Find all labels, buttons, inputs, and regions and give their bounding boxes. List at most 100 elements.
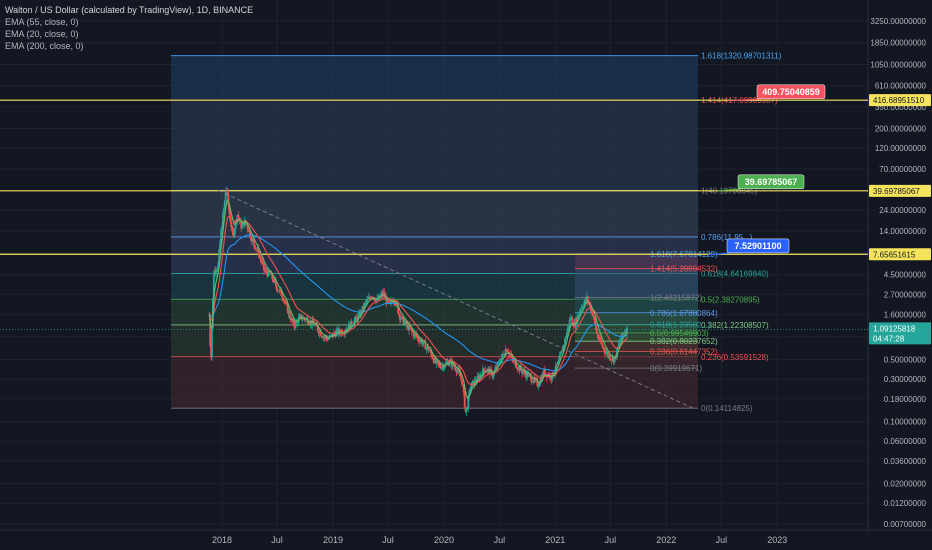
candle-body xyxy=(217,262,220,268)
candle-body xyxy=(513,360,515,362)
candle-body xyxy=(617,346,619,349)
candle-body xyxy=(413,333,416,337)
candle-body xyxy=(369,297,372,299)
candle-body xyxy=(319,331,322,336)
candle-body xyxy=(469,389,472,391)
candle-body xyxy=(600,342,603,344)
indicator-ema20[interactable]: EMA (20, close, 0) xyxy=(5,29,79,39)
candle-body xyxy=(309,320,312,325)
candle-body xyxy=(439,363,441,367)
candle-body xyxy=(405,320,408,325)
candle-body xyxy=(536,380,539,387)
candle-body xyxy=(522,371,524,374)
candle-body xyxy=(556,361,559,365)
candle-body xyxy=(387,298,389,302)
candle-body xyxy=(602,346,605,348)
candle-body xyxy=(583,302,586,307)
callout-label: 39.69785067 xyxy=(745,177,798,187)
candle-body xyxy=(451,362,454,367)
candle-body xyxy=(289,316,292,321)
candle-body xyxy=(236,214,239,221)
candle-body xyxy=(540,378,543,382)
candle-body xyxy=(287,311,290,314)
candle-body xyxy=(261,261,264,263)
candle-body xyxy=(409,325,411,329)
candle-body xyxy=(613,358,616,363)
fib-level-large-label: 0.236(0.53591528) xyxy=(701,353,769,362)
candle-body xyxy=(427,346,430,351)
candle-body xyxy=(372,297,375,299)
last-price-tag xyxy=(869,322,931,345)
candle-body xyxy=(443,366,446,369)
candle-body xyxy=(397,305,399,314)
candle-body xyxy=(461,384,464,386)
candle-body xyxy=(226,189,229,194)
candle-body xyxy=(581,307,584,308)
candle-body xyxy=(462,385,465,393)
candle-body xyxy=(215,269,218,273)
candle-body xyxy=(561,350,564,352)
candle-body xyxy=(353,320,356,325)
candle-body xyxy=(517,366,520,370)
y-tick-label: 0.06000000 xyxy=(884,437,927,446)
y-tick-label: 0.01200000 xyxy=(884,499,927,508)
candle-body xyxy=(455,370,458,373)
candle-body xyxy=(526,372,529,377)
candle-body xyxy=(515,367,518,369)
candle-body xyxy=(231,226,233,228)
candle-body xyxy=(596,329,598,334)
y-tick-label: 24.00000000 xyxy=(879,206,926,215)
y-tick-label: 200.00000000 xyxy=(875,124,927,133)
candle-body xyxy=(520,366,523,371)
candle-body xyxy=(518,366,521,371)
candle-body xyxy=(258,255,261,257)
candle-body xyxy=(248,231,251,233)
candle-body xyxy=(329,335,332,337)
candle-body xyxy=(599,337,602,343)
fib-level-large-label: 0.382(1.22308507) xyxy=(701,321,769,330)
indicator-ema55[interactable]: EMA (55, close, 0) xyxy=(5,17,79,27)
candle-body xyxy=(430,349,432,354)
candle-body xyxy=(565,332,568,338)
candle-body xyxy=(382,291,385,295)
candle-body xyxy=(363,303,366,309)
candle-body xyxy=(284,300,286,303)
candle-body xyxy=(281,295,284,298)
candle-body xyxy=(516,368,519,370)
symbol-title[interactable]: Walton / US Dollar (calculated by Tradin… xyxy=(5,5,254,15)
candle-body xyxy=(282,297,285,301)
candle-body xyxy=(577,314,580,316)
candle-body xyxy=(594,318,597,324)
callout-box xyxy=(756,84,826,100)
horizontal-level-tag-label: 39.69785067 xyxy=(873,187,920,196)
candle-body xyxy=(454,367,457,371)
candle-body xyxy=(506,350,509,352)
candle-body xyxy=(233,228,236,236)
candle-body xyxy=(419,340,421,342)
candle-body xyxy=(609,359,612,361)
candle-body xyxy=(486,368,489,371)
y-tick-label: 2.70000000 xyxy=(884,290,927,299)
indicator-ema200[interactable]: EMA (200, close, 0) xyxy=(5,41,84,51)
candle-body xyxy=(501,354,503,359)
candle-body xyxy=(440,366,442,369)
candle-body xyxy=(586,296,588,301)
candle-body xyxy=(301,318,304,320)
candle-body xyxy=(230,221,233,227)
candle-body xyxy=(383,291,386,297)
x-tick-label: Jul xyxy=(271,535,283,545)
callout-box xyxy=(726,238,790,254)
candle-body xyxy=(585,298,587,301)
x-tick-label: Jul xyxy=(605,535,617,545)
candle-body xyxy=(500,358,503,363)
y-tick-label: 0.50000000 xyxy=(884,355,927,364)
fib-level-small-label: 0.786(1.67880864) xyxy=(650,309,718,318)
candle-body xyxy=(323,336,326,338)
y-tick-label: 0.03600000 xyxy=(884,457,927,466)
candle-body xyxy=(575,318,578,323)
candle-body xyxy=(283,300,285,301)
candle-body xyxy=(570,317,573,319)
candle-body xyxy=(525,372,528,378)
